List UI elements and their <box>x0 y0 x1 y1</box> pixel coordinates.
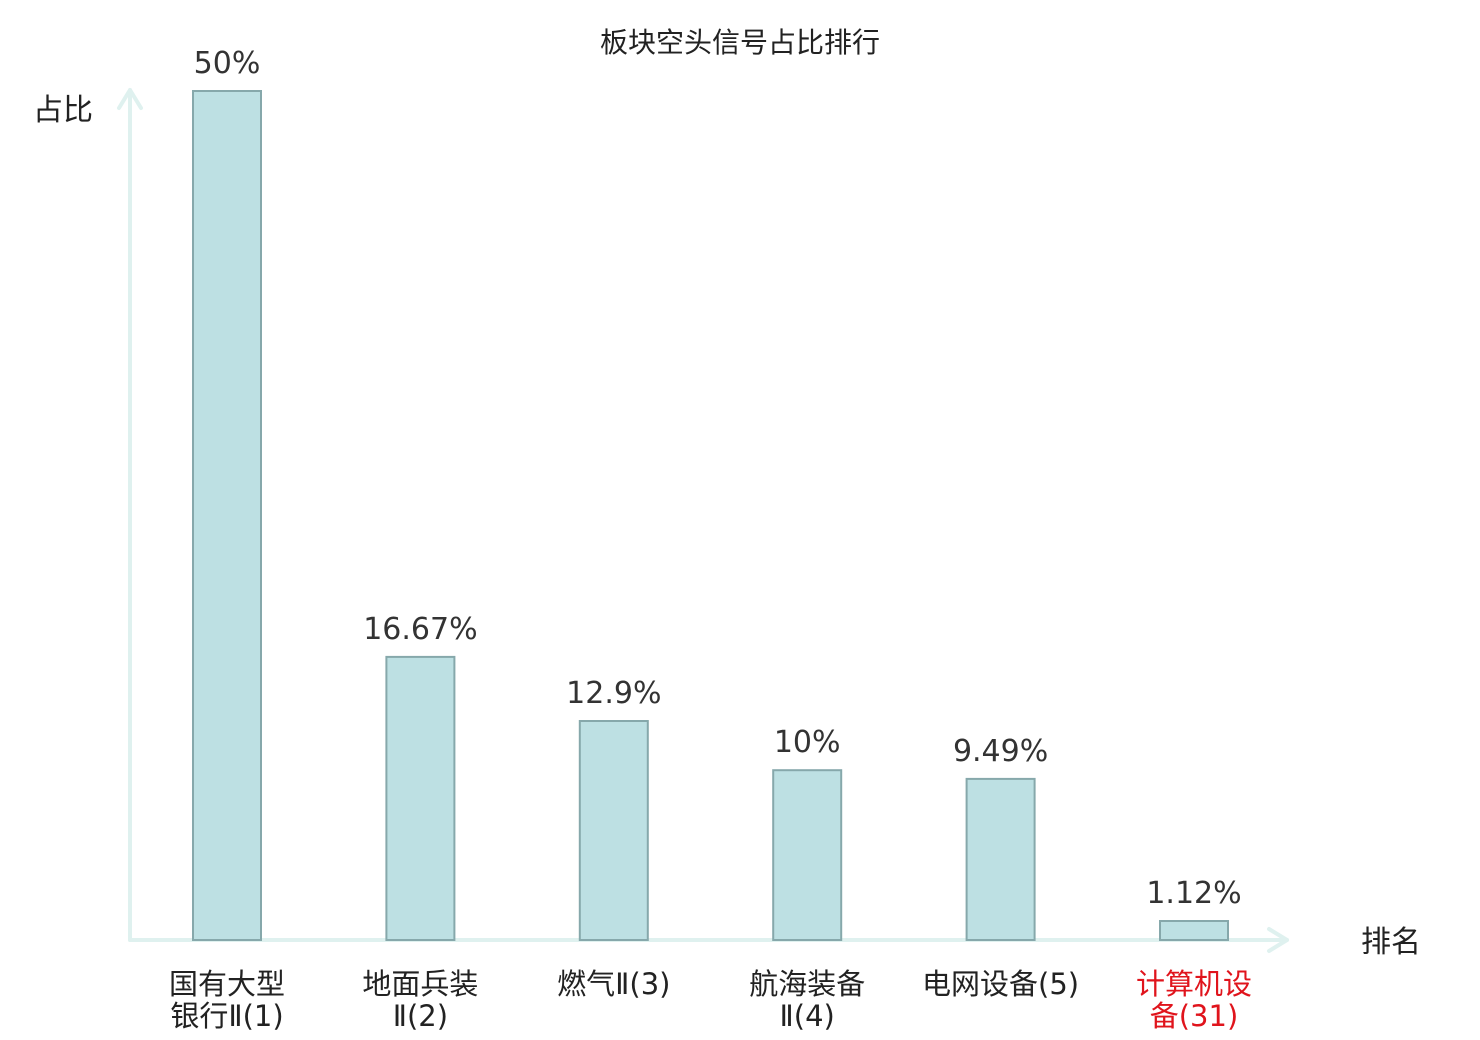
bars <box>192 90 1229 942</box>
bar-value-label: 50% <box>194 46 261 81</box>
x-axis <box>128 927 1289 953</box>
value-labels: 50% 16.67% 12.9% 10% 9.49% 1.12% <box>194 46 1242 911</box>
bar-value-label: 1.12% <box>1146 876 1241 911</box>
bar <box>578 720 649 941</box>
x-tick-label: Ⅱ(4) <box>780 999 835 1033</box>
y-axis-label: 占比 <box>33 93 93 128</box>
x-tick-label: 银行Ⅱ(1) <box>170 999 283 1033</box>
bar <box>385 655 456 942</box>
bar <box>192 90 262 941</box>
chart-title: 板块空头信号占比排行 <box>600 26 880 59</box>
x-tick-label: 备(31) <box>1150 999 1239 1033</box>
y-axis <box>117 88 143 942</box>
x-axis-label: 排名 <box>1361 925 1421 960</box>
bar-value-label: 10% <box>774 725 841 760</box>
x-tick-label: 地面兵装 <box>362 967 478 1001</box>
x-tick-label: 电网设备(5) <box>922 967 1079 1001</box>
bar-value-label: 12.9% <box>566 676 661 711</box>
x-tick-label: 航海装备 <box>749 967 865 1001</box>
x-tick-label: 国有大型 <box>169 967 285 1001</box>
x-tick-label: 计算机设 <box>1136 967 1252 1001</box>
x-tick-label: Ⅱ(2) <box>393 999 448 1033</box>
bar-value-label: 16.67% <box>363 612 477 647</box>
bar <box>1159 920 1229 941</box>
x-axis-arrow <box>1267 927 1289 953</box>
y-axis-arrow <box>117 88 143 110</box>
bar-value-label: 9.49% <box>953 734 1048 769</box>
x-tick-label: 燃气Ⅱ(3) <box>557 967 670 1001</box>
bar <box>772 769 843 942</box>
bar <box>965 777 1036 942</box>
